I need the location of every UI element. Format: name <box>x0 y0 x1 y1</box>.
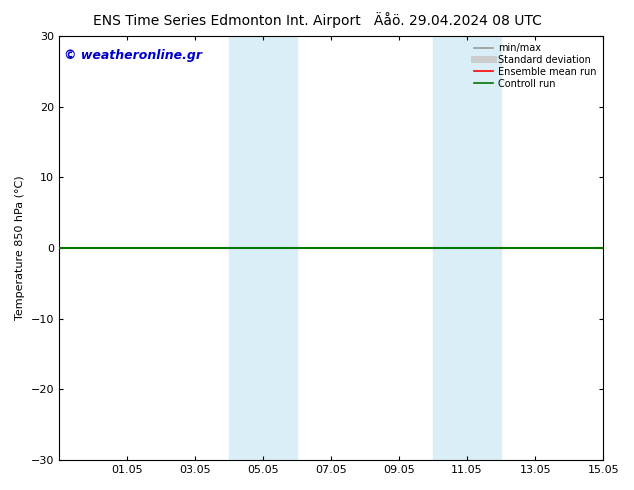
Bar <box>229 36 297 460</box>
Text: ENS Time Series Edmonton Int. Airport   Äåö. 29.04.2024 08 UTC: ENS Time Series Edmonton Int. Airport Äå… <box>93 12 541 28</box>
Y-axis label: Temperature 850 hPa (°C): Temperature 850 hPa (°C) <box>15 176 25 320</box>
Bar <box>433 36 501 460</box>
Text: © weatheronline.gr: © weatheronline.gr <box>65 49 202 62</box>
Legend: min/max, Standard deviation, Ensemble mean run, Controll run: min/max, Standard deviation, Ensemble me… <box>472 41 598 91</box>
